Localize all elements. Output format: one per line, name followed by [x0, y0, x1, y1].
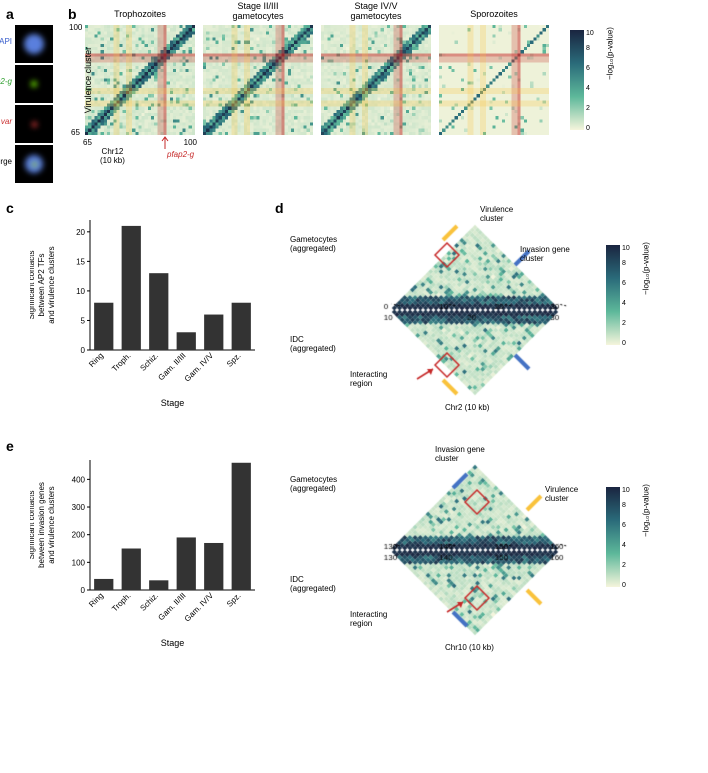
svg-text:5: 5 — [81, 316, 86, 325]
chr12-label: Chr12 (10 kb) — [100, 147, 125, 165]
xtick-low: 65 — [83, 138, 92, 147]
var-image: var — [15, 105, 53, 143]
panel-e-svg: 0100200300400RingTroph.Schiz.Gam. II/III… — [30, 455, 260, 650]
cb-d-tick-3: 6 — [622, 280, 626, 287]
svg-text:Gam. IV/V: Gam. IV/V — [183, 351, 216, 384]
heatmap-gam23: Stage II/III gametocytes — [203, 25, 313, 135]
cb-d-tick-2: 4 — [622, 300, 626, 307]
heatmap-canvas-1 — [85, 25, 195, 135]
svg-text:Stage: Stage — [161, 638, 185, 648]
svg-text:Troph.: Troph. — [110, 591, 133, 614]
e-bottom-label: IDC (aggregated) — [290, 575, 336, 593]
colorbar-e: −log₁₀(p-value) 0 2 4 6 8 10 — [606, 487, 620, 587]
cb-b-tick-4: 8 — [586, 45, 590, 52]
panel-b-label: b — [68, 6, 77, 22]
cb-b-tick-0: 0 — [586, 125, 590, 132]
e-interacting-label: Interacting region — [350, 610, 387, 628]
virulence-cluster-label: Virulence cluster — [83, 47, 93, 113]
svg-text:Ring: Ring — [87, 351, 105, 369]
panel-c-chart: 05101520RingTroph.Schiz.Gam. II/IIIGam. … — [30, 215, 260, 410]
cb-e-tick-5: 10 — [622, 487, 630, 494]
svg-text:Troph.: Troph. — [110, 351, 133, 374]
colorbar-b: −log₁₀(p-value) 0 2 4 6 8 10 — [570, 30, 584, 130]
colorbar-d: −log₁₀(p-value) 0 2 4 6 8 10 — [606, 245, 620, 345]
d-invasion-label: Invasion gene cluster — [520, 245, 570, 263]
svg-text:Schiz.: Schiz. — [138, 351, 160, 373]
cb-d-tick-0: 0 — [622, 340, 626, 347]
panel-e-label: e — [6, 438, 14, 454]
heatmap-title-2: Stage II/III gametocytes — [203, 1, 313, 21]
e-x2-label: Chr10 (10 kb) — [445, 643, 494, 652]
svg-text:300: 300 — [72, 503, 86, 512]
svg-text:100: 100 — [72, 558, 86, 567]
heatmap-trophozoites: Virulence cluster Trophozoites 100 65 65… — [85, 25, 195, 135]
e-virulence-label: Virulence cluster — [545, 485, 578, 503]
fluorescence-images: DAPI Pfap2-g var Merge — [15, 25, 53, 183]
heatmap-title-1: Trophozoites — [85, 9, 195, 19]
svg-text:200: 200 — [72, 531, 86, 540]
cb-b-tick-2: 4 — [586, 85, 590, 92]
cb-e-tick-0: 0 — [622, 582, 626, 589]
cb-b-tick-1: 2 — [586, 105, 590, 112]
heatmap-canvas-2 — [203, 25, 313, 135]
panel-d-label: d — [275, 200, 284, 216]
svg-text:Gam. IV/V: Gam. IV/V — [183, 591, 216, 624]
merge-image: Merge — [15, 145, 53, 183]
panel-e-heatmap: Gametocytes (aggregated) IDC (aggregated… — [290, 450, 600, 650]
pfap2g-image: Pfap2-g — [15, 65, 53, 103]
e-top-label: Gametocytes (aggregated) — [290, 475, 337, 493]
panel-d-heatmap: Gametocytes (aggregated) IDC (aggregated… — [290, 210, 600, 410]
cb-b-tick-5: 10 — [586, 30, 594, 37]
svg-text:0: 0 — [81, 346, 86, 355]
pfap2g-label: Pfap2-g — [0, 77, 12, 86]
svg-text:Significant contactsbetween AP: Significant contactsbetween AP2 TFsand v… — [30, 246, 56, 323]
svg-text:Spz.: Spz. — [225, 591, 243, 609]
ytick-low: 65 — [71, 128, 80, 137]
panel-a-label: a — [6, 6, 14, 22]
panel-c-svg: 05101520RingTroph.Schiz.Gam. II/IIIGam. … — [30, 215, 260, 410]
cb-e-tick-3: 6 — [622, 522, 626, 529]
cb-e-tick-1: 2 — [622, 562, 626, 569]
svg-text:0: 0 — [81, 586, 86, 595]
svg-text:10: 10 — [76, 287, 85, 296]
heatmap-canvas-4 — [439, 25, 549, 135]
dapi-image: DAPI — [15, 25, 53, 63]
pfap2g-arrow — [160, 135, 170, 149]
d-bottom-label: IDC (aggregated) — [290, 335, 336, 353]
d-virulence-label: Virulence cluster — [480, 205, 513, 223]
cb-e-tick-2: 4 — [622, 542, 626, 549]
panel-b-heatmaps: Virulence cluster Trophozoites 100 65 65… — [85, 25, 549, 135]
panel-c-label: c — [6, 200, 14, 216]
svg-text:Spz.: Spz. — [225, 351, 243, 369]
dapi-label: DAPI — [0, 37, 12, 46]
svg-text:Schiz.: Schiz. — [138, 591, 160, 613]
d-x-label: Chr2 (10 kb) — [445, 403, 489, 412]
merge-label: Merge — [0, 157, 12, 166]
d-top-label: Gametocytes (aggregated) — [290, 235, 337, 253]
cb-b-tick-3: 6 — [586, 65, 590, 72]
svg-text:15: 15 — [76, 257, 85, 266]
svg-text:Stage: Stage — [161, 398, 185, 408]
cb-d-tick-1: 2 — [622, 320, 626, 327]
heatmap-title-3: Stage IV/V gametocytes — [321, 1, 431, 21]
panel-e-chart: 0100200300400RingTroph.Schiz.Gam. II/III… — [30, 455, 260, 650]
ytick-high: 100 — [69, 23, 82, 32]
cb-d-tick-5: 10 — [622, 245, 630, 252]
svg-text:400: 400 — [72, 475, 86, 484]
d-interacting-label: Interacting region — [350, 370, 387, 388]
heatmap-sporozoites: Sporozoites — [439, 25, 549, 135]
xtick-high: 100 — [184, 138, 197, 147]
heatmap-gam45: Stage IV/V gametocytes — [321, 25, 431, 135]
cb-d-tick-4: 8 — [622, 260, 626, 267]
var-label: var — [1, 117, 12, 126]
heatmap-canvas-3 — [321, 25, 431, 135]
svg-text:Significant contactsbetween in: Significant contactsbetween invasion gen… — [30, 482, 56, 568]
svg-text:20: 20 — [76, 228, 85, 237]
svg-text:Ring: Ring — [87, 591, 105, 609]
cb-e-tick-4: 8 — [622, 502, 626, 509]
e-invasion-label: Invasion gene cluster — [435, 445, 485, 463]
heatmap-title-4: Sporozoites — [439, 9, 549, 19]
pfap2g-annotation: pfap2-g — [167, 150, 194, 159]
